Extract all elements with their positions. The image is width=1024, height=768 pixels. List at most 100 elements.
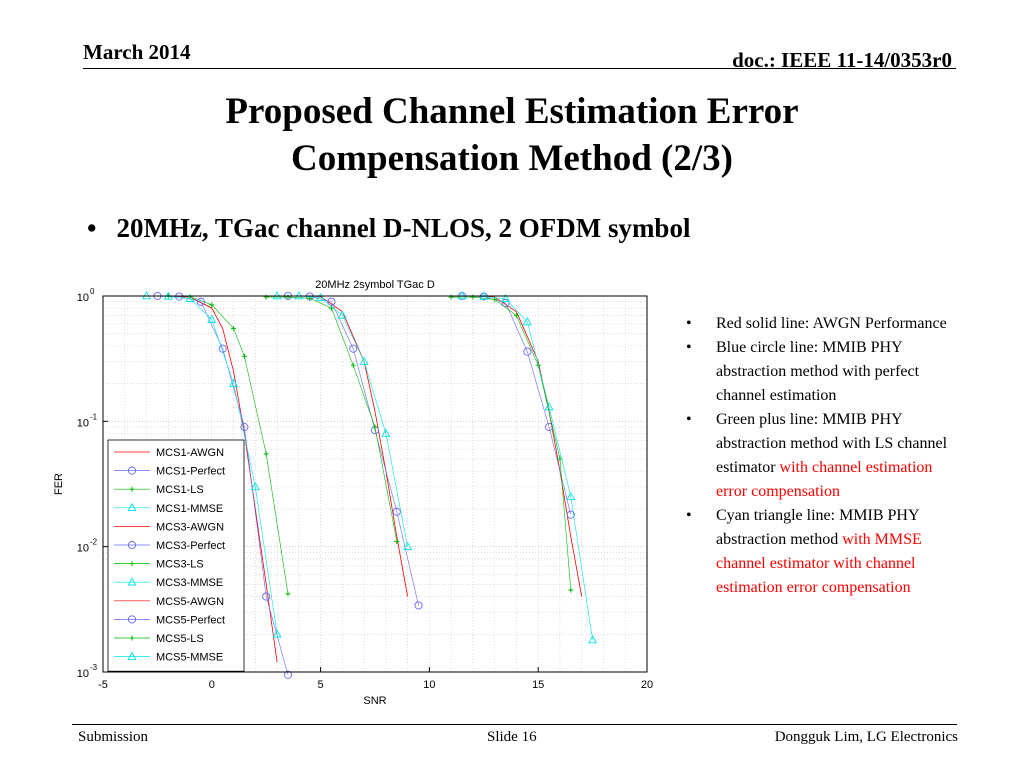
note-bullet: • xyxy=(686,315,692,332)
point-triangle xyxy=(500,293,511,303)
note-item: • Blue circle line: MMIB PHY abstraction… xyxy=(686,336,961,408)
point-circle xyxy=(283,670,293,679)
header-rule xyxy=(83,68,956,69)
point-triangle xyxy=(127,577,137,586)
point-triangle xyxy=(316,292,326,301)
note-text: Green plus line: MMIB PHY abstraction me… xyxy=(716,411,948,500)
legend-label: MCS3-AWGN xyxy=(156,521,224,533)
legend-entry: MCS3-AWGN xyxy=(114,521,224,533)
legend-label: MCS5-Perfect xyxy=(156,614,225,626)
legend-entry: MCS3-MMSE xyxy=(114,577,223,589)
main-bullet-text: 20MHz, TGac channel D-NLOS, 2 OFDM symbo… xyxy=(116,213,691,243)
legend-entry: MCS5-LS xyxy=(114,633,204,645)
legend-entry: MCS5-AWGN xyxy=(114,596,224,608)
point-plus xyxy=(470,294,476,300)
x-tick-label: 5 xyxy=(318,679,324,691)
footer-author: Dongguk Lim, LG Electronics xyxy=(774,729,958,745)
point-plus xyxy=(241,353,247,359)
slide-title-line-2: Compensation Method (2/3) xyxy=(291,138,733,179)
legend-label: MCS1-Perfect xyxy=(156,466,225,478)
point-plus xyxy=(129,561,135,567)
point-circle xyxy=(127,466,137,475)
point-plus xyxy=(513,312,519,318)
y-axis-label: FER xyxy=(53,473,65,495)
point-triangle xyxy=(207,314,217,323)
x-tick-label: 15 xyxy=(532,679,544,691)
header-date: March 2014 xyxy=(83,40,191,64)
plot-frame xyxy=(102,295,648,673)
slide-title: Proposed Channel Estimation Error Compen… xyxy=(0,88,1024,182)
y-tick-exponent: 0 xyxy=(90,287,95,296)
legend-entry: MCS3-Perfect xyxy=(114,540,225,552)
note-text: Cyan triangle line: MMIB PHY abstraction… xyxy=(716,507,922,596)
point-triangle xyxy=(457,291,467,300)
main-bullet: • 20MHz, TGac channel D-NLOS, 2 OFDM sym… xyxy=(87,213,690,244)
legend-label: MCS3-LS xyxy=(156,559,204,571)
point-triangle xyxy=(228,378,239,387)
point-plus xyxy=(285,591,291,597)
point-circle xyxy=(566,510,575,519)
footer-submission: Submission xyxy=(78,729,149,745)
point-triangle xyxy=(381,428,391,437)
legend-box xyxy=(107,439,245,672)
point-triangle xyxy=(272,291,282,300)
x-tick-label: 10 xyxy=(423,679,435,691)
note-item: • Cyan triangle line: MMIB PHY abstracti… xyxy=(686,504,961,600)
point-plus xyxy=(568,587,574,593)
note-bullet: • xyxy=(686,507,692,524)
legend-entry: MCS1-MMSE xyxy=(114,503,223,515)
point-circle xyxy=(523,347,532,356)
header-doc-id: doc.: IEEE 11-14/0353r0 xyxy=(732,48,952,72)
point-circle xyxy=(262,592,271,601)
point-triangle xyxy=(588,635,598,644)
footer-slide-number: Slide 16 xyxy=(487,729,537,745)
legend-entry: MCS3-LS xyxy=(114,559,204,571)
point-plus xyxy=(285,294,291,300)
y-tick-exponent: -1 xyxy=(90,412,98,421)
legend-label: MCS5-AWGN xyxy=(156,596,224,608)
point-plus xyxy=(448,294,454,300)
y-tick-exponent: -2 xyxy=(90,538,98,547)
point-triangle xyxy=(127,651,137,660)
point-triangle xyxy=(522,317,532,326)
point-plus xyxy=(372,424,378,430)
y-tick-base: 10 xyxy=(77,292,89,304)
bullet-dot: • xyxy=(87,213,97,243)
point-circle xyxy=(127,540,137,550)
point-triangle xyxy=(141,291,152,300)
legend-label: MCS1-AWGN xyxy=(156,447,224,459)
legend-label: MCS5-LS xyxy=(156,633,204,645)
point-circle xyxy=(240,423,249,432)
legend-entry: MCS1-AWGN xyxy=(114,447,224,459)
point-triangle xyxy=(566,491,576,501)
point-plus xyxy=(129,486,135,492)
point-triangle xyxy=(185,293,195,303)
y-tick-exponent: -3 xyxy=(90,663,98,672)
y-tick-base: 10 xyxy=(77,417,89,429)
point-triangle xyxy=(337,310,347,319)
x-tick-label: -5 xyxy=(98,679,108,691)
legend-entry: MCS5-MMSE xyxy=(114,652,223,664)
y-tick-base: 10 xyxy=(77,668,89,680)
legend-label: MCS5-MMSE xyxy=(156,652,223,664)
y-tick-base: 10 xyxy=(77,543,89,555)
point-triangle xyxy=(294,291,304,300)
legend-label: MCS3-MMSE xyxy=(156,577,223,589)
legend-label: MCS1-MMSE xyxy=(156,503,223,515)
legend-label: MCS1-LS xyxy=(156,484,204,496)
note-item: • Green plus line: MMIB PHY abstraction … xyxy=(686,408,961,504)
notes-list: • Red solid line: AWGN Performance • Blu… xyxy=(686,312,961,600)
note-text: Red solid line: AWGN Performance xyxy=(716,315,947,332)
point-triangle xyxy=(544,402,554,411)
x-axis-label: SNR xyxy=(363,695,386,707)
legend-entry: MCS1-Perfect xyxy=(114,466,225,478)
point-circle xyxy=(392,507,401,516)
note-text: Blue circle line: MMIB PHY abstraction m… xyxy=(716,339,920,404)
series-mcs5-ls xyxy=(448,294,574,593)
point-triangle xyxy=(359,356,369,365)
point-plus xyxy=(394,538,400,544)
x-tick-label: 0 xyxy=(209,679,215,691)
chart-title: 20MHz 2symbol TGac D xyxy=(315,279,435,291)
legend-entry: MCS1-LS xyxy=(114,484,204,496)
